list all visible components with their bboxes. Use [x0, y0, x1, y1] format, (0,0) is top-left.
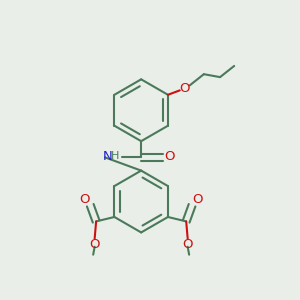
Text: O: O	[80, 194, 90, 206]
Text: O: O	[164, 150, 175, 163]
Text: O: O	[192, 194, 202, 206]
Text: N: N	[103, 150, 113, 163]
Text: O: O	[183, 238, 193, 251]
Text: O: O	[179, 82, 190, 94]
Text: O: O	[89, 238, 100, 251]
Text: H: H	[110, 152, 119, 161]
